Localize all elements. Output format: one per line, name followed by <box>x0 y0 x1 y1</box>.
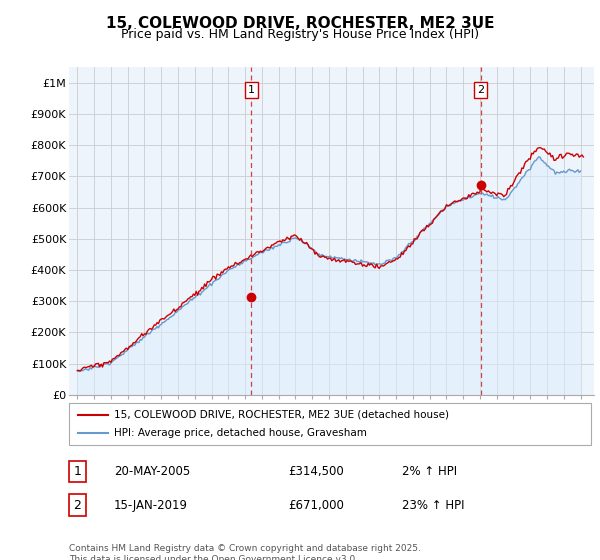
Text: 15, COLEWOOD DRIVE, ROCHESTER, ME2 3UE: 15, COLEWOOD DRIVE, ROCHESTER, ME2 3UE <box>106 16 494 31</box>
Text: Price paid vs. HM Land Registry's House Price Index (HPI): Price paid vs. HM Land Registry's House … <box>121 28 479 41</box>
Text: 15, COLEWOOD DRIVE, ROCHESTER, ME2 3UE (detached house): 15, COLEWOOD DRIVE, ROCHESTER, ME2 3UE (… <box>114 410 449 420</box>
Text: HPI: Average price, detached house, Gravesham: HPI: Average price, detached house, Grav… <box>114 428 367 438</box>
Text: £671,000: £671,000 <box>288 498 344 512</box>
Text: 1: 1 <box>248 85 255 95</box>
Text: 1: 1 <box>73 465 82 478</box>
Text: 2: 2 <box>73 498 82 512</box>
Text: 15-JAN-2019: 15-JAN-2019 <box>114 498 188 512</box>
Text: 2% ↑ HPI: 2% ↑ HPI <box>402 465 457 478</box>
Text: £314,500: £314,500 <box>288 465 344 478</box>
Text: Contains HM Land Registry data © Crown copyright and database right 2025.
This d: Contains HM Land Registry data © Crown c… <box>69 544 421 560</box>
Text: 20-MAY-2005: 20-MAY-2005 <box>114 465 190 478</box>
Text: 2: 2 <box>477 85 484 95</box>
Text: 23% ↑ HPI: 23% ↑ HPI <box>402 498 464 512</box>
